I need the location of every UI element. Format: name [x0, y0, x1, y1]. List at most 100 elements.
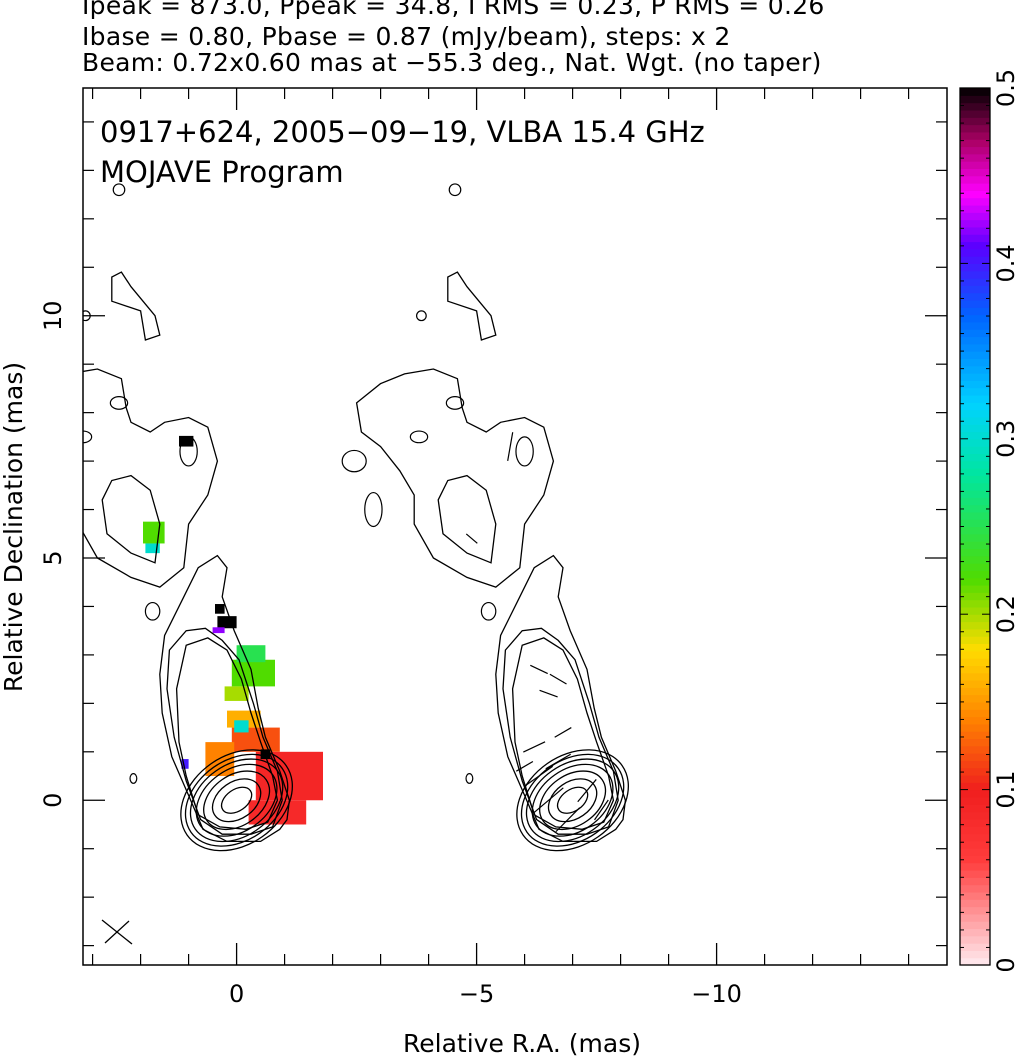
colorbar-segment [960, 197, 990, 206]
colorbar-segment [960, 387, 990, 396]
colorbar-segment [960, 804, 990, 813]
colorbar-segment [960, 88, 990, 96]
colorbar-segment [960, 256, 990, 264]
colorbar-segment [960, 519, 990, 528]
jet-contour [511, 637, 615, 830]
contour-island [144, 601, 161, 621]
colorbar-segment [960, 489, 990, 498]
colorbar-segment [960, 584, 990, 593]
colorbar: 0 0.1 0.2 0.3 0.4 0.5 [959, 69, 1020, 973]
jet-contour [83, 368, 219, 588]
colorbar-segment [960, 139, 990, 148]
colorbar-segment [960, 526, 990, 535]
core-contour [547, 778, 598, 823]
colorbar-segment [960, 285, 990, 294]
jet-contour [495, 554, 627, 843]
source-label: 0917+624, 2005−09−19, VLBA 15.4 GHz [100, 115, 705, 149]
contour-island [409, 430, 429, 444]
colorbar-segment [960, 365, 990, 374]
right-panel-contours [341, 183, 630, 852]
colorbar-segment [960, 102, 990, 111]
colorbar-segment [960, 877, 990, 886]
colorbar-segment [960, 935, 990, 944]
colorbar-tick-label: 0 [992, 957, 1020, 972]
colorbar-segment [960, 475, 990, 484]
header-line-3: Beam: 0.72x0.60 mas at −55.3 deg., Nat. … [82, 48, 822, 77]
colorbar-segment [960, 731, 990, 740]
colorbar-segment [960, 796, 990, 805]
colorbar-segment [960, 358, 990, 367]
colorbar-segment [960, 204, 990, 213]
jet-contour [447, 271, 497, 341]
colorbar-segment [960, 679, 990, 688]
colorbar-segment [960, 248, 990, 257]
colorbar-segment [960, 146, 990, 155]
colorbar-tick-label: 0.3 [992, 420, 1020, 458]
axes: 0 −5 −10 0 5 10 [39, 88, 947, 1008]
evpa-stick [577, 779, 597, 803]
colorbar-segment [960, 504, 990, 513]
colorbar-segment [960, 373, 990, 381]
colorbar-segment [960, 899, 990, 908]
contour-island [465, 773, 474, 784]
polarization-pixel [212, 627, 225, 634]
core-contour [184, 753, 289, 847]
colorbar-segment [960, 599, 990, 608]
colorbar-segment [960, 336, 990, 345]
colorbar-segment [960, 453, 990, 462]
colorbar-segment [960, 716, 990, 725]
colorbar-segment [960, 424, 990, 433]
colorbar-segment [960, 541, 990, 550]
header-line-2: Ibase = 0.80, Pbase = 0.87 (mJy/beam), s… [82, 22, 731, 51]
evpa-stick [533, 787, 564, 814]
colorbar-segment [960, 650, 990, 659]
colorbar-segment [960, 278, 990, 286]
colorbar-segment [960, 402, 990, 411]
colorbar-segment [960, 672, 990, 681]
contour-island [448, 183, 462, 197]
colorbar-segment [960, 292, 990, 301]
colorbar-segment [960, 950, 990, 959]
colorbar-segment [960, 511, 990, 520]
evpa-stick [554, 727, 572, 738]
colorbar-segment [960, 891, 990, 900]
colorbar-segment [960, 394, 990, 403]
beam-minor-axis [104, 920, 130, 944]
contour-island [179, 436, 198, 467]
colorbar-segment [960, 614, 990, 623]
colorbar-segment [960, 928, 990, 937]
colorbar-segment [960, 533, 990, 542]
contour-island [480, 601, 497, 621]
y-tick-label: 10 [39, 300, 67, 331]
y-axis-title: Relative Declination (mas) [0, 362, 28, 692]
plot-frame [82, 87, 948, 966]
colorbar-segment [960, 109, 990, 118]
polarization-pixel [215, 604, 225, 614]
colorbar-segment [960, 855, 990, 864]
y-tick-label: 5 [39, 550, 67, 565]
colorbar-segment [960, 416, 990, 425]
colorbar-segment [960, 687, 990, 696]
colorbar-segment [960, 884, 990, 893]
contour-island [112, 183, 126, 197]
colorbar-tick-label: 0.4 [992, 244, 1020, 282]
polarization-pixel [234, 720, 249, 733]
colorbar-segment [960, 606, 990, 615]
colorbar-segment [960, 299, 990, 308]
colorbar-segment [960, 913, 990, 922]
colorbar-segment [960, 241, 990, 250]
colorbar-segment [960, 460, 990, 469]
colorbar-segment [960, 921, 990, 930]
colorbar-segment [960, 270, 990, 279]
jet-contour [502, 627, 619, 835]
jet-contour [166, 627, 283, 835]
colorbar-segment [960, 701, 990, 710]
colorbar-segment [960, 577, 990, 586]
colorbar-segment [960, 380, 990, 389]
polarization-pixel [236, 645, 266, 663]
colorbar-segment [960, 811, 990, 820]
evpa-stick [523, 741, 546, 753]
colorbar-segment [960, 321, 990, 330]
contour-island [341, 449, 367, 473]
colorbar-segment [960, 592, 990, 601]
